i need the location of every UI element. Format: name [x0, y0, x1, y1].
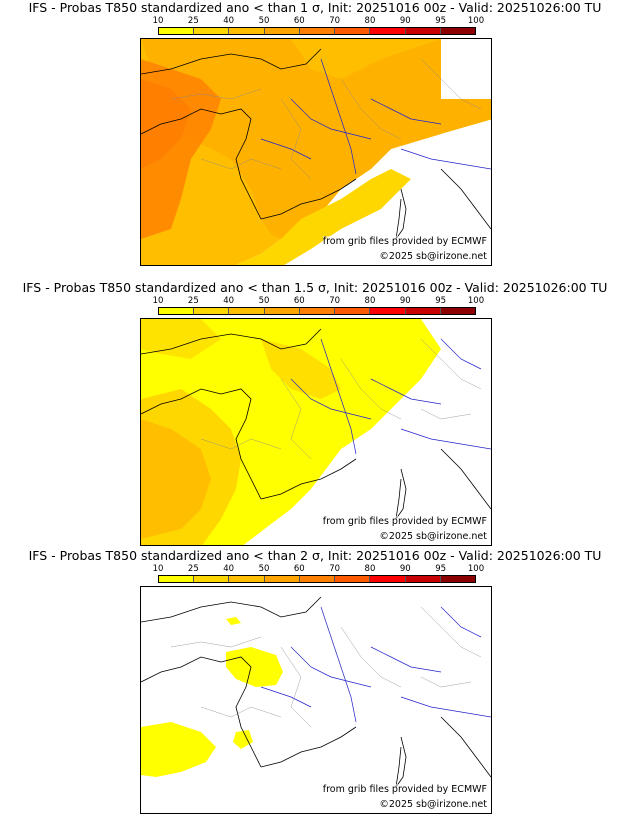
colorbar-tick: 60: [293, 564, 305, 574]
colorbar-tick: 80: [364, 296, 376, 306]
source-credit: from grib files provided by ECMWF: [322, 784, 487, 795]
panel-title: IFS - Probas T850 standardized ano < tha…: [28, 548, 602, 563]
colorbar-tick: 60: [293, 16, 305, 26]
colorbar-ticks: 10 25 40 50 60 70 80 90 95 100: [153, 296, 485, 306]
colorbar-segment: [335, 576, 371, 582]
colorbar-segment: [440, 308, 475, 314]
colorbar-segment: [159, 308, 195, 314]
colorbar-segment: [335, 28, 371, 34]
colorbar-tick: 10: [152, 296, 164, 306]
colorbar-tick: 50: [258, 296, 270, 306]
colorbar-segment: [159, 576, 195, 582]
colorbar-tick: 40: [223, 296, 235, 306]
colorbar-segment: [440, 576, 475, 582]
map-graphic: [141, 39, 491, 265]
colorbar-segment: [229, 28, 265, 34]
colorbar-tick: 40: [223, 564, 235, 574]
probability-map: from grib files provided by ECMWF ©2025 …: [140, 38, 492, 266]
colorbar-tick: 25: [187, 296, 199, 306]
colorbar-segment: [440, 28, 475, 34]
colorbar-segment: [370, 28, 406, 34]
panel-1sigma: IFS - Probas T850 standardized ano < tha…: [0, 0, 630, 270]
colorbar-tick: 90: [399, 16, 411, 26]
colorbar-tick: 10: [152, 564, 164, 574]
probability-map: from grib files provided by ECMWF ©2025 …: [140, 586, 492, 814]
colorbar-segment: [194, 576, 230, 582]
colorbar-segment: [299, 308, 336, 314]
colorbar-tick: 50: [258, 564, 270, 574]
colorbar-tick: 90: [399, 296, 411, 306]
colorbar-tick: 80: [364, 16, 376, 26]
colorbar-segment: [229, 576, 265, 582]
colorbar-tick: 10: [152, 16, 164, 26]
colorbar-segment: [405, 576, 441, 582]
source-credit: from grib files provided by ECMWF: [322, 516, 487, 527]
source-credit: from grib files provided by ECMWF: [322, 236, 487, 247]
colorbar-tick: 80: [364, 564, 376, 574]
colorbar-tick: 95: [435, 16, 447, 26]
colorbar-tick: 40: [223, 16, 235, 26]
panel-2sigma: IFS - Probas T850 standardized ano < tha…: [0, 548, 630, 818]
panel-1-5sigma: IFS - Probas T850 standardized ano < tha…: [0, 280, 630, 550]
colorbar-segment: [405, 28, 441, 34]
colorbar-tick: 60: [293, 296, 305, 306]
colorbar: [158, 307, 476, 315]
colorbar-segment: [299, 576, 336, 582]
colorbar-segment: [159, 28, 195, 34]
map-graphic: [141, 596, 491, 788]
colorbar-segment: [370, 308, 406, 314]
colorbar-ticks: 10 25 40 50 60 70 80 90 95 100: [153, 564, 485, 574]
colorbar-ticks: 10 25 40 50 60 70 80 90 95 100: [153, 16, 485, 26]
colorbar-segment: [264, 308, 300, 314]
colorbar-segment: [299, 28, 336, 34]
colorbar-segment: [405, 308, 441, 314]
colorbar-tick: 70: [329, 296, 341, 306]
colorbar-tick: 100: [467, 296, 485, 306]
colorbar-tick: 50: [258, 16, 270, 26]
probability-map: from grib files provided by ECMWF ©2025 …: [140, 318, 492, 546]
colorbar-segment: [194, 28, 230, 34]
copyright: ©2025 sb@irizone.net: [379, 531, 487, 542]
panel-title: IFS - Probas T850 standardized ano < tha…: [22, 280, 608, 295]
colorbar-tick: 70: [329, 16, 341, 26]
colorbar-segment: [229, 308, 265, 314]
panel-title: IFS - Probas T850 standardized ano < tha…: [28, 0, 602, 15]
colorbar-segment: [335, 308, 371, 314]
colorbar-tick: 95: [435, 296, 447, 306]
copyright: ©2025 sb@irizone.net: [379, 251, 487, 262]
colorbar-tick: 70: [329, 564, 341, 574]
colorbar: [158, 575, 476, 583]
colorbar-tick: 90: [399, 564, 411, 574]
colorbar-tick: 25: [187, 564, 199, 574]
colorbar-tick: 100: [467, 564, 485, 574]
colorbar-segment: [194, 308, 230, 314]
colorbar-tick: 95: [435, 564, 447, 574]
colorbar-segment: [370, 576, 406, 582]
colorbar-segment: [264, 28, 300, 34]
colorbar-tick: 25: [187, 16, 199, 26]
colorbar-segment: [264, 576, 300, 582]
colorbar-tick: 100: [467, 16, 485, 26]
map-graphic: [141, 319, 491, 545]
copyright: ©2025 sb@irizone.net: [379, 799, 487, 810]
colorbar: [158, 27, 476, 35]
